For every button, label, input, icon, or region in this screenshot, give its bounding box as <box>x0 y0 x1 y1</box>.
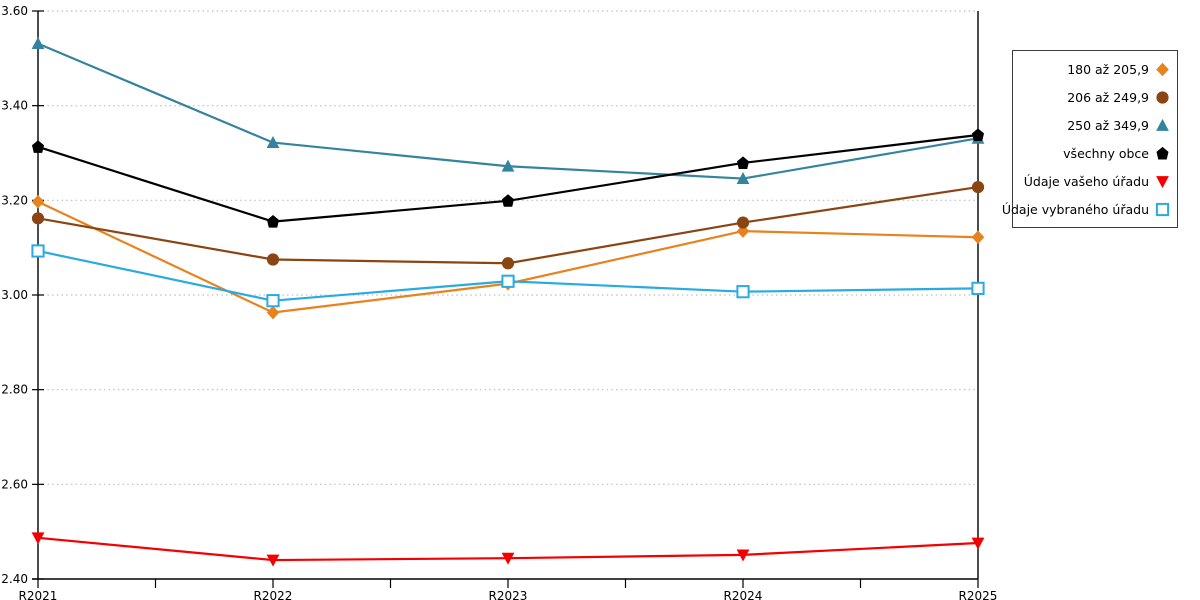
legend-label: Údaje vybraného úřadu <box>1001 201 1149 217</box>
legend-label: 206 až 249,9 <box>1067 89 1149 105</box>
circle-icon <box>31 212 45 225</box>
x-tick-label: R2025 <box>959 589 998 600</box>
pentagon-icon <box>32 140 44 153</box>
square-open-icon <box>266 294 280 308</box>
triangle-down-icon <box>1156 175 1169 188</box>
y-tick-label: 3.00 <box>1 288 28 302</box>
x-tick-label: R2021 <box>19 589 58 600</box>
diamond-icon <box>1156 62 1169 76</box>
square-open-icon <box>736 285 750 299</box>
legend-label: Údaje vašeho úřadu <box>1023 173 1149 189</box>
diamond-icon <box>266 305 280 320</box>
series-2 <box>31 37 985 184</box>
triangle-down-icon <box>266 554 280 567</box>
circle-icon <box>971 180 985 194</box>
series-line <box>37 42 979 180</box>
legend-label: 250 až 349,9 <box>1067 117 1149 133</box>
series-line <box>37 200 979 314</box>
series-1 <box>31 180 985 270</box>
y-tick-label: 2.60 <box>1 477 28 491</box>
legend-item: 250 až 349,9 <box>1013 118 1177 133</box>
y-tick-label: 3.60 <box>1 4 28 18</box>
series-4 <box>31 532 985 567</box>
pentagon-icon <box>972 128 984 142</box>
pentagon-icon <box>737 156 749 169</box>
y-tick-label: 3.40 <box>1 99 28 113</box>
y-tick-label: 2.40 <box>1 572 28 586</box>
triangle-down-icon <box>501 552 515 565</box>
circle-icon <box>736 216 750 229</box>
legend-item: 206 až 249,9 <box>1013 90 1177 105</box>
pentagon-icon <box>1156 146 1169 159</box>
series-3 <box>32 128 984 228</box>
legend-item: Údaje vybraného úřadu <box>1002 202 1177 217</box>
triangle-down-icon <box>971 537 985 550</box>
pentagon-icon <box>1156 146 1169 159</box>
legend-item: Údaje vašeho úřadu <box>1013 174 1177 189</box>
diamond-icon <box>1156 62 1169 76</box>
triangle-down-icon <box>31 532 45 545</box>
series-0 <box>31 194 985 320</box>
circle-icon <box>1156 90 1169 104</box>
triangle-up-icon <box>1156 118 1169 131</box>
circle-icon <box>501 257 515 270</box>
triangle-down-icon <box>736 549 750 562</box>
pentagon-icon <box>502 194 514 207</box>
triangle-up-icon <box>736 171 750 184</box>
diamond-icon <box>31 194 45 209</box>
x-tick-label: R2024 <box>724 589 763 600</box>
diamond-icon <box>736 224 750 238</box>
triangle-up-icon <box>266 135 280 148</box>
x-tick-label: R2023 <box>489 589 528 600</box>
triangle-down-icon <box>1156 175 1169 188</box>
triangle-up-icon <box>1156 118 1169 131</box>
diamond-icon <box>971 230 985 245</box>
legend-label: 180 až 205,9 <box>1067 61 1149 77</box>
pentagon-icon <box>267 215 279 228</box>
y-tick-label: 2.80 <box>1 383 28 397</box>
x-tick-label: R2022 <box>254 589 293 600</box>
legend: 180 až 205,9 206 až 249,9 250 až 349,9 všec… <box>1002 50 1178 228</box>
circle-icon <box>266 253 280 266</box>
square-open-icon <box>1155 202 1170 216</box>
legend-item: všechny obce <box>1013 146 1177 161</box>
square-open-icon <box>31 244 45 258</box>
y-tick-label: 3.20 <box>1 193 28 207</box>
series-5 <box>31 244 985 308</box>
square-open-icon <box>1155 202 1170 216</box>
square-open-icon <box>971 281 985 295</box>
circle-icon <box>1156 90 1169 104</box>
triangle-up-icon <box>501 159 515 172</box>
square-open-icon <box>501 274 515 288</box>
legend-item: 180 až 205,9 <box>1013 62 1177 77</box>
triangle-up-icon <box>31 37 45 50</box>
legend-label: všechny obce <box>1063 145 1149 161</box>
